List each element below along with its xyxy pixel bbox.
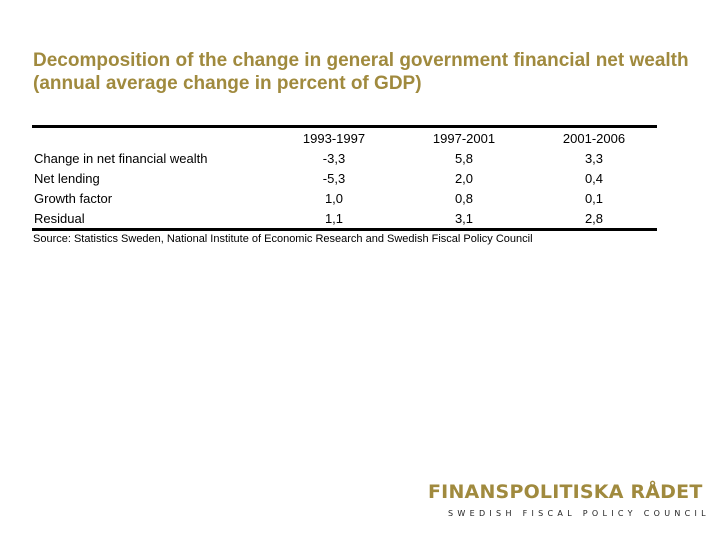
table-cell: 0,1 (584, 190, 604, 206)
table-row: Growth factor 1,0 0,8 0,1 (32, 188, 659, 208)
data-table: 1993-1997 1997-2001 2001-2006 Change in … (32, 128, 659, 228)
table-row: Residual 1,1 3,1 2,8 (32, 208, 659, 228)
council-logo: FINANSPOLITISKA RÅDET SWEDISH FISCAL POL… (428, 481, 710, 518)
table-row: Change in net financial wealth -3,3 5,8 … (32, 148, 659, 168)
table-cell: 5,8 (454, 150, 474, 166)
table-cell: 3,3 (584, 150, 604, 166)
logo-name: FINANSPOLITISKA RÅDET (428, 481, 703, 503)
column-header-1993-1997: 1993-1997 (302, 130, 366, 146)
table-top-rule (32, 125, 657, 128)
slide-title: Decomposition of the change in general g… (33, 50, 689, 94)
table-bottom-rule (32, 228, 657, 231)
column-header-2001-2006: 2001-2006 (562, 130, 626, 146)
table-cell: -5,3 (322, 170, 346, 186)
column-header-label (32, 128, 269, 148)
table-cell: 0,8 (454, 190, 474, 206)
row-label: Growth factor (34, 190, 113, 206)
table-cell: 1,0 (324, 190, 344, 206)
logo-tagline: SWEDISH FISCAL POLICY COUNCIL (448, 509, 710, 518)
row-label: Residual (34, 210, 85, 226)
table-row: Net lending -5,3 2,0 0,4 (32, 168, 659, 188)
table-cell: 1,1 (324, 210, 344, 226)
table-header-row: 1993-1997 1997-2001 2001-2006 (32, 128, 659, 148)
row-label: Net lending (34, 170, 100, 186)
row-label: Change in net financial wealth (34, 150, 208, 166)
source-note: Source: Statistics Sweden, National Inst… (33, 233, 533, 245)
table-cell: -3,3 (322, 150, 346, 166)
table-cell: 2,0 (454, 170, 474, 186)
table-cell: 3,1 (454, 210, 474, 226)
table-cell: 0,4 (584, 170, 604, 186)
data-table-container: 1993-1997 1997-2001 2001-2006 Change in … (32, 125, 657, 231)
table-cell: 2,8 (584, 210, 604, 226)
column-header-1997-2001: 1997-2001 (432, 130, 496, 146)
